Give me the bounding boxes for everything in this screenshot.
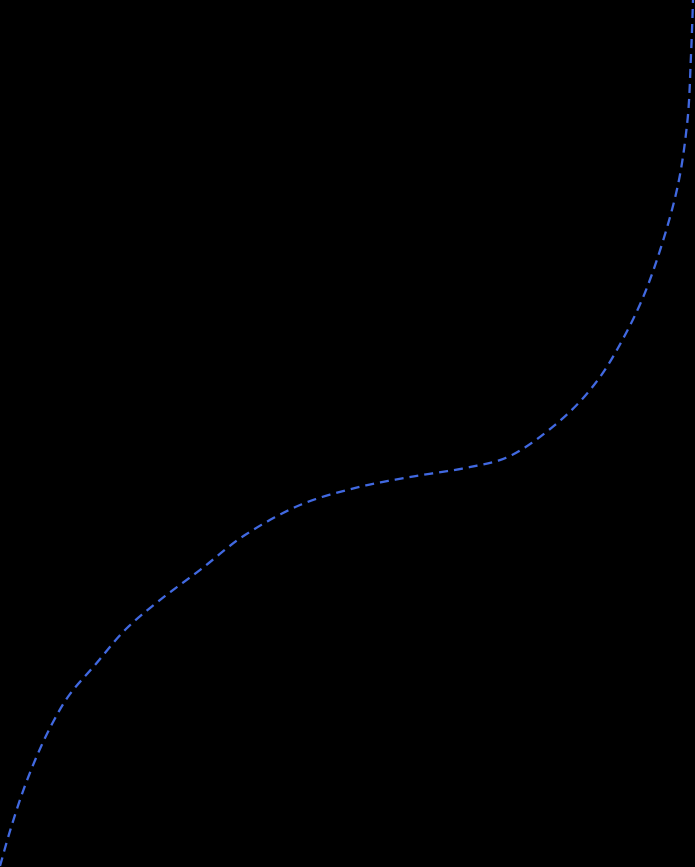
curve-plot xyxy=(0,0,695,867)
plot-area xyxy=(0,0,695,867)
plot-background xyxy=(0,0,695,867)
dashed-curve xyxy=(0,0,695,867)
